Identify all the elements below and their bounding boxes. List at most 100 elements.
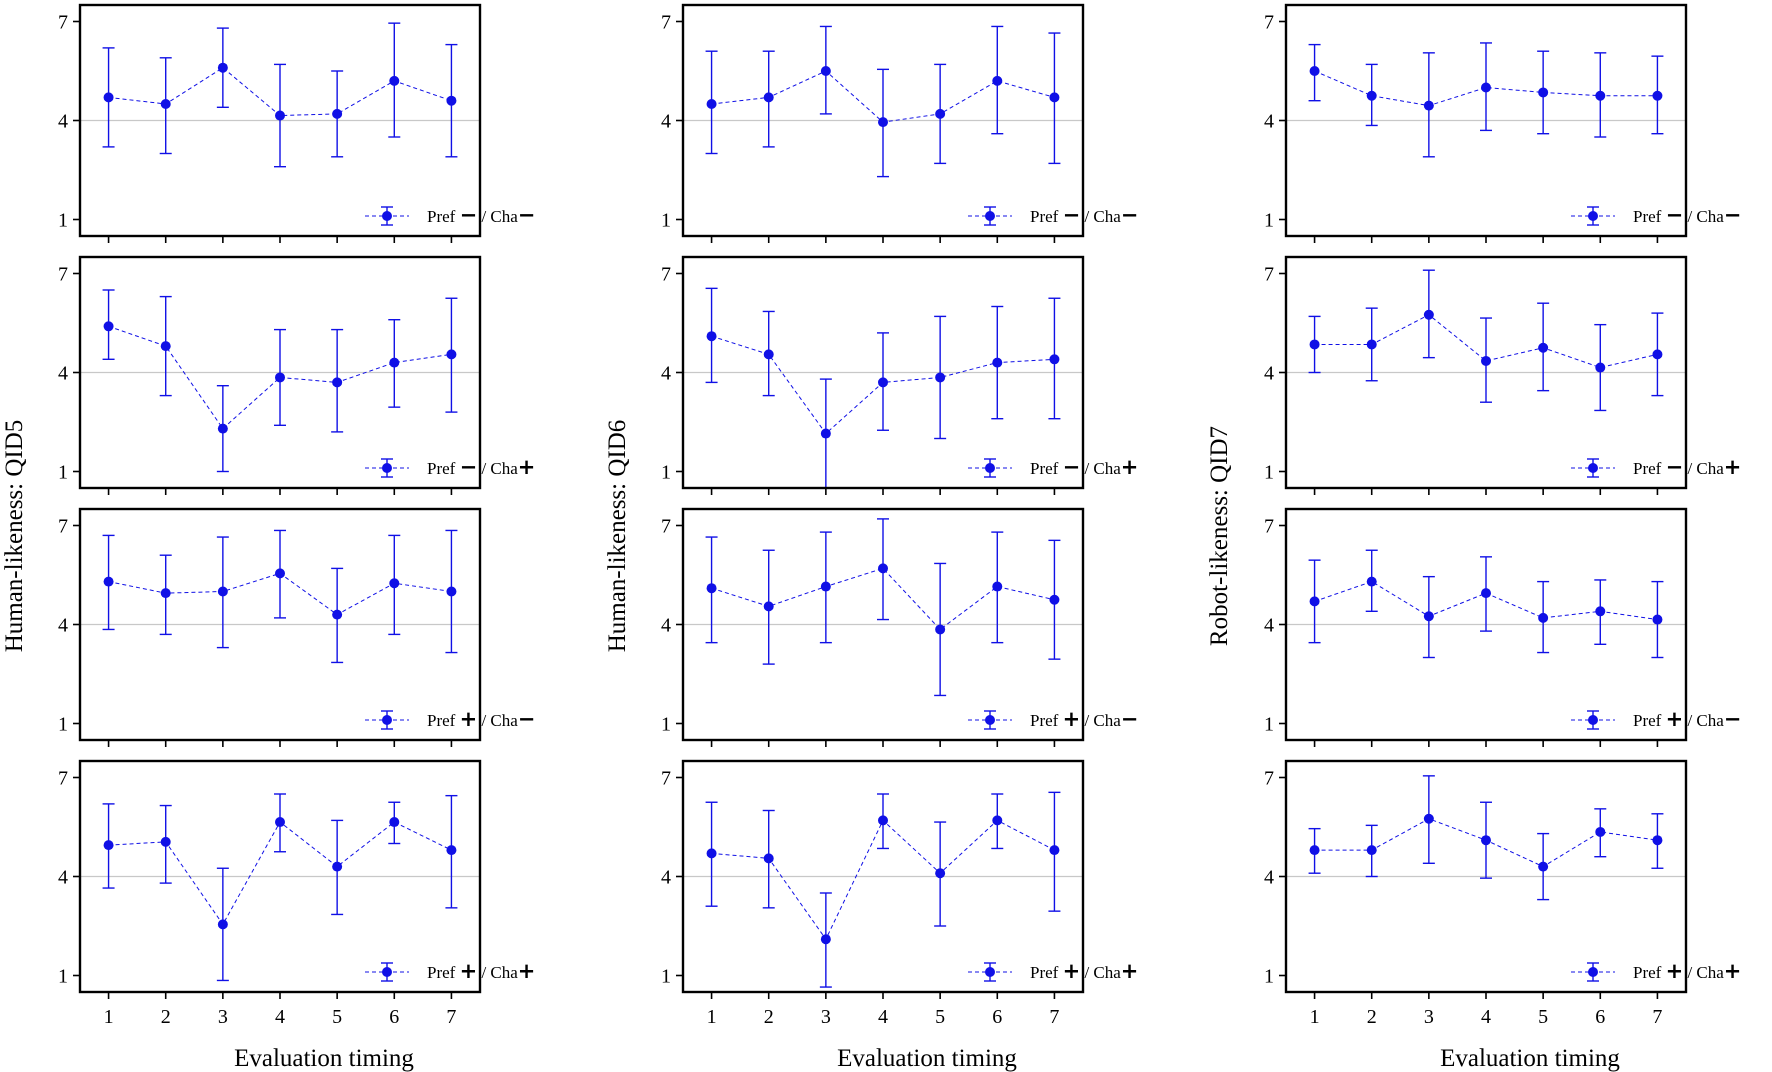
panel-data [1308, 549, 1664, 659]
y-tick-label: 7 [661, 12, 671, 34]
panel-data [705, 518, 1061, 697]
mean-point [820, 66, 831, 76]
mean-point [217, 423, 228, 434]
legend-cha: / Cha [1080, 207, 1121, 226]
y-tick-label: 1 [58, 966, 68, 988]
legend-marker [985, 211, 995, 221]
y-axis-title-col-3: Robot-likeness: QID7 [1206, 426, 1233, 646]
legend-cha-sign: + [1121, 455, 1139, 479]
mean-point [389, 75, 400, 86]
mean-point [878, 117, 888, 128]
mean-point [332, 861, 343, 872]
y-tick-label: 7 [1264, 12, 1274, 34]
mean-point [1366, 845, 1377, 856]
mean-point [1309, 66, 1320, 76]
legend-pref-sign: − [1063, 203, 1081, 227]
mean-point [1423, 611, 1434, 622]
legend-pref: Pref [427, 459, 460, 478]
mean-point [1366, 90, 1377, 101]
mean-point [1481, 835, 1491, 846]
legend-label: Pref + / Cha− [1633, 707, 1741, 731]
mean-point [992, 75, 1003, 86]
legend-marker [382, 463, 392, 473]
legend-marker [985, 715, 995, 725]
mean-point [446, 845, 457, 856]
legend-label: Pref − / Cha+ [427, 455, 535, 479]
legend-cha-sign: + [1724, 455, 1742, 479]
y-tick-label: 1 [1264, 966, 1274, 988]
legend-pref: Pref [427, 711, 460, 730]
mean-point [1309, 339, 1320, 350]
y-tick-label: 1 [1264, 462, 1274, 484]
panel-data [102, 22, 458, 168]
panel-data [102, 793, 458, 982]
mean-point [763, 853, 774, 864]
mean-point [706, 99, 717, 109]
legend-cha: / Cha [477, 711, 518, 730]
panel-frame [1284, 759, 1688, 994]
panel-frame [78, 3, 482, 238]
legend-marker [1588, 463, 1598, 473]
legend-cha: / Cha [477, 207, 518, 226]
legend-cha: / Cha [1080, 963, 1121, 982]
legend-label: Pref + / Cha+ [427, 959, 535, 983]
panel-frame [1284, 255, 1688, 490]
panel-frame [681, 3, 1085, 238]
legend-label: Pref + / Cha− [1030, 707, 1138, 731]
mean-point [820, 934, 831, 945]
mean-point [1652, 90, 1663, 101]
mean-point [992, 815, 1003, 826]
x-tick-label: 2 [161, 1006, 171, 1028]
x-tick-label: 4 [275, 1006, 285, 1028]
mean-point [1538, 87, 1549, 98]
legend-pref: Pref [427, 963, 460, 982]
mean-point [878, 815, 888, 826]
legend-marker [382, 211, 392, 221]
x-tick-label: 7 [446, 1006, 456, 1028]
legend-label: Pref − / Cha− [1030, 203, 1138, 227]
legend-cha: / Cha [1683, 711, 1724, 730]
panel-frame [681, 507, 1085, 742]
y-tick-label: 7 [1264, 264, 1274, 286]
y-tick-label: 4 [1264, 867, 1274, 889]
legend-marker [1588, 715, 1598, 725]
y-tick-label: 7 [661, 768, 671, 790]
mean-point [1595, 606, 1606, 617]
mean-point [935, 108, 946, 119]
panel-r2-c1: 1 4 7 Pref − / Cha+ [58, 255, 535, 495]
y-tick-label: 7 [661, 264, 671, 286]
mean-point [820, 581, 831, 592]
legend-cha-sign: − [1724, 707, 1742, 731]
x-tick-label: 1 [104, 1006, 114, 1028]
legend-marker [1588, 211, 1598, 221]
mean-point [275, 817, 285, 828]
panel-r1-c2: 1 4 7 Pref − / Cha− [661, 3, 1138, 243]
x-tick-label: 3 [821, 1006, 831, 1028]
mean-point [160, 836, 171, 847]
legend-label: Pref + / Cha+ [1030, 959, 1138, 983]
legend-pref: Pref [1633, 963, 1666, 982]
x-tick-label: 5 [332, 1006, 342, 1028]
mean-point [706, 583, 717, 594]
mean-point [820, 428, 831, 439]
legend-marker [382, 715, 392, 725]
mean-point [1595, 362, 1606, 373]
y-tick-label: 4 [661, 867, 671, 889]
mean-point [1423, 813, 1434, 824]
mean-point [706, 848, 717, 859]
legend-pref: Pref [427, 207, 460, 226]
legend-cha-sign: − [1724, 203, 1742, 227]
x-tick-label: 4 [1481, 1006, 1491, 1028]
panel-frame [681, 759, 1085, 994]
legend-pref: Pref [1030, 207, 1063, 226]
y-tick-label: 4 [58, 111, 68, 133]
y-tick-label: 4 [661, 615, 671, 637]
x-tick-label: 4 [878, 1006, 888, 1028]
mean-point [275, 568, 285, 579]
mean-point [763, 349, 774, 360]
panel-frame [78, 255, 482, 490]
mean-point [992, 581, 1003, 592]
mean-point [1481, 588, 1491, 599]
legend-cha: / Cha [1683, 459, 1724, 478]
